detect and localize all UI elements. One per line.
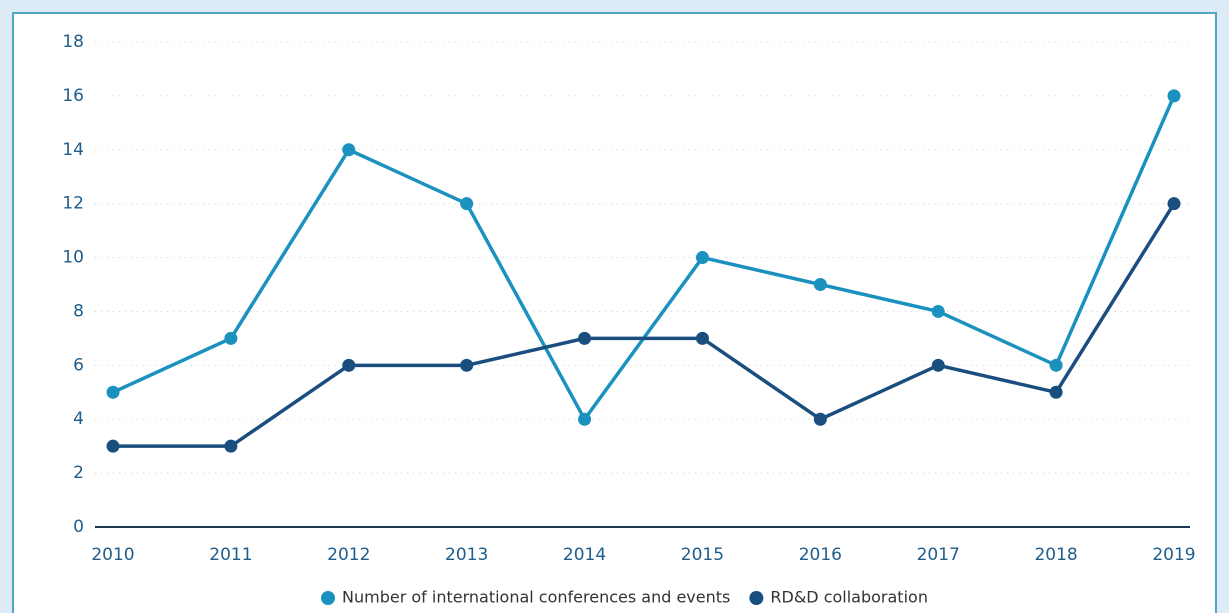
data-point: [460, 358, 474, 372]
data-point: [578, 412, 592, 426]
y-tick-label: 6: [73, 355, 84, 375]
data-point: [224, 331, 238, 345]
plot-panel: [12, 12, 1217, 613]
data-point: [695, 331, 709, 345]
series-line: [113, 202, 1176, 448]
x-tick-label: 2017: [917, 545, 960, 565]
legend-label: Number of international conferences and …: [342, 588, 730, 607]
data-point: [342, 143, 356, 157]
x-tick-label: 2018: [1034, 545, 1077, 565]
y-tick-label: 14: [62, 140, 84, 160]
data-point: [578, 331, 592, 345]
x-tick-label: 2015: [681, 545, 724, 565]
y-tick-label: 12: [62, 194, 84, 214]
x-tick-label: 2019: [1152, 545, 1195, 565]
data-point: [342, 358, 356, 372]
data-point: [1049, 358, 1063, 372]
data-point: [813, 412, 827, 426]
data-point: [106, 439, 120, 453]
y-tick-label: 8: [73, 301, 84, 321]
data-point: [1049, 385, 1063, 399]
legend-swatch: [749, 591, 764, 605]
y-tick-label: 0: [73, 517, 84, 537]
x-tick-label: 2016: [799, 545, 842, 565]
y-tick-label: 4: [73, 409, 84, 429]
y-tick-label: 10: [62, 248, 84, 268]
data-point: [931, 304, 945, 318]
x-tick-label: 2013: [445, 545, 488, 565]
data-point: [931, 358, 945, 372]
x-tick-label: 2010: [91, 545, 134, 565]
data-point: [1167, 197, 1181, 211]
data-point: [106, 385, 120, 399]
y-tick-label: 2: [73, 463, 84, 483]
y-tick-label: 18: [62, 32, 84, 52]
x-tick-label: 2012: [327, 545, 370, 565]
data-point: [813, 278, 827, 291]
data-point: [460, 197, 474, 211]
data-point: [224, 439, 238, 453]
data-point: [695, 251, 709, 265]
x-tick-label: 2011: [209, 545, 252, 565]
x-tick-label: 2014: [563, 545, 606, 565]
y-tick-label: 16: [62, 86, 84, 106]
legend-label: RD&D collaboration: [770, 588, 928, 607]
legend-swatch: [321, 591, 335, 605]
data-point: [1167, 89, 1181, 103]
